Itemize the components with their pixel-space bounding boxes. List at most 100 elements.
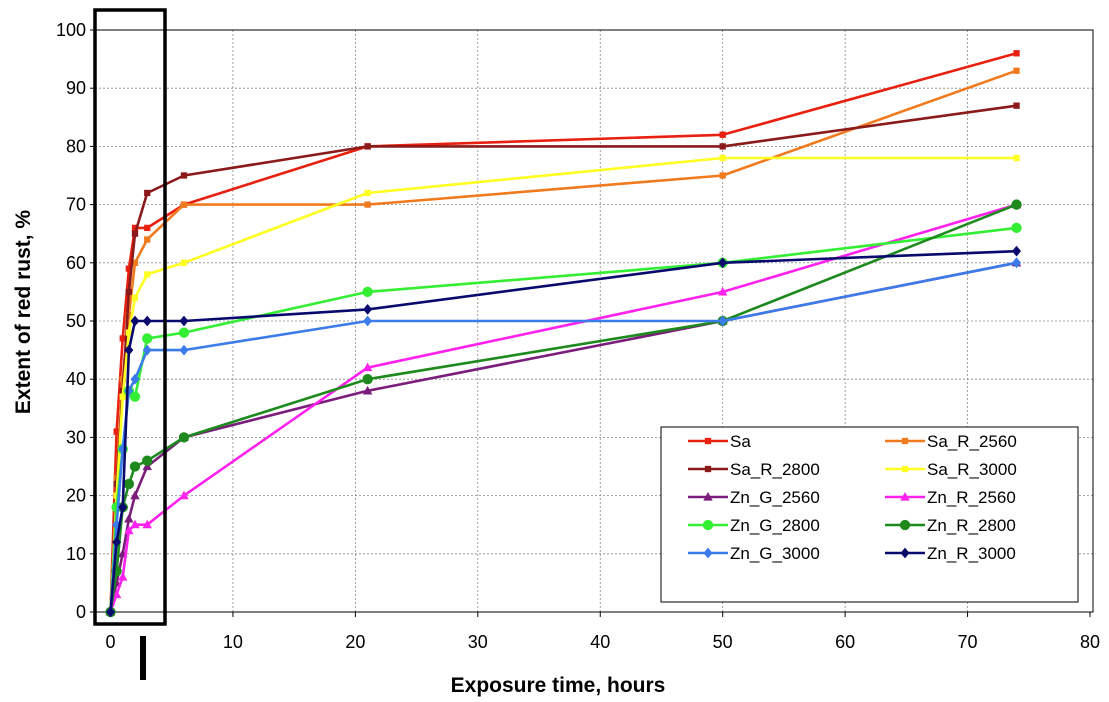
data-point <box>129 391 141 402</box>
data-point <box>363 303 373 315</box>
x-tick-label: 70 <box>958 632 978 652</box>
x-tick-label: 80 <box>1080 632 1100 652</box>
data-point <box>131 224 139 232</box>
data-point <box>719 131 726 138</box>
legend-swatch-marker <box>702 519 714 531</box>
y-tick-label: 0 <box>76 602 86 622</box>
y-tick-label: 60 <box>66 253 86 273</box>
data-point <box>131 259 139 266</box>
legend: Sa Sa_R_2560 Sa_R_2800 Sa_R_3000 Zn_G_2560 Zn… <box>660 426 1079 603</box>
legend-swatch-marker <box>703 492 713 501</box>
data-point <box>1012 257 1022 269</box>
legend-item: Sa_R_2800 <box>688 460 820 479</box>
legend-swatch-marker <box>900 492 910 501</box>
data-point <box>718 315 728 327</box>
data-point <box>113 428 120 435</box>
highlight-box <box>93 8 167 626</box>
data-point <box>362 286 373 298</box>
legend-swatch-marker <box>901 465 909 473</box>
x-tick-label: 10 <box>223 632 243 652</box>
legend-item: Zn_R_3000 <box>885 544 1016 563</box>
series-line <box>109 203 1017 613</box>
data-point <box>130 373 140 385</box>
data-point <box>125 312 133 319</box>
x-tick-label: 30 <box>468 632 488 652</box>
data-point <box>180 201 188 208</box>
y-tick-label: 10 <box>66 544 86 564</box>
data-point <box>112 536 122 548</box>
series-zn-r-2800 <box>105 199 1022 618</box>
y-tick-label: 90 <box>66 78 86 98</box>
data-point <box>142 519 152 529</box>
data-point <box>144 224 151 232</box>
data-point <box>719 172 726 179</box>
legend-label: Zn_G_2800 <box>730 516 820 535</box>
data-point <box>1011 222 1022 234</box>
legend-label: Sa <box>730 432 751 451</box>
data-point <box>142 344 152 356</box>
legend-label: Zn_G_3000 <box>730 544 820 563</box>
series-line <box>109 249 1017 613</box>
data-point <box>130 490 140 500</box>
y-tick-label: 70 <box>66 195 86 215</box>
data-point <box>124 344 134 356</box>
legend-label: Zn_R_2800 <box>927 516 1016 535</box>
y-tick-label: 100 <box>56 20 86 40</box>
y-axis-title: Extent of red rust, % <box>12 210 35 415</box>
data-point <box>111 589 122 599</box>
data-point <box>1013 102 1020 109</box>
data-point <box>179 344 189 356</box>
data-point <box>1012 245 1022 257</box>
data-point <box>719 154 726 162</box>
data-point <box>124 513 134 523</box>
x-tick-label: 40 <box>590 632 610 652</box>
series-line <box>109 261 1017 613</box>
data-point <box>718 257 728 269</box>
data-point <box>179 490 189 500</box>
data-point <box>144 189 151 197</box>
data-point <box>1011 199 1022 210</box>
data-point <box>364 143 371 150</box>
legend-swatch-marker <box>704 437 712 445</box>
x-tick-label: 20 <box>345 632 365 652</box>
data-point <box>125 265 133 272</box>
legend-label: Sa_R_3000 <box>927 460 1017 479</box>
legend-label: Zn_G_2560 <box>730 488 820 507</box>
data-point <box>178 327 190 338</box>
data-point <box>144 236 151 243</box>
data-point <box>124 525 134 535</box>
data-point <box>1013 154 1020 162</box>
legend-item: Sa_R_3000 <box>885 460 1017 479</box>
legend-swatch-marker <box>704 465 712 473</box>
data-point <box>179 315 189 327</box>
data-point <box>142 455 153 466</box>
data-point <box>180 259 188 266</box>
data-point <box>119 393 126 400</box>
series-zn-r-3000 <box>106 245 1022 618</box>
data-point <box>125 329 133 336</box>
y-tick-label: 50 <box>66 311 86 331</box>
series-line <box>109 203 1017 613</box>
legend-box <box>660 426 1079 603</box>
data-point <box>180 172 188 179</box>
data-point <box>119 335 126 342</box>
data-point <box>142 315 152 327</box>
series-line <box>109 52 1017 613</box>
legend-item: Zn_R_2800 <box>885 516 1016 535</box>
data-point <box>131 294 139 301</box>
data-point <box>363 315 373 327</box>
data-point <box>362 374 373 385</box>
legend-item: Sa_R_2560 <box>885 432 1017 451</box>
data-point <box>130 315 140 327</box>
legend-label: Zn_R_3000 <box>927 544 1016 563</box>
legend-swatch-marker <box>900 547 910 559</box>
y-tick-label: 40 <box>66 369 86 389</box>
data-point <box>142 333 153 344</box>
data-point <box>1013 50 1020 57</box>
legend-swatch-marker <box>901 437 909 445</box>
x-tick-label: 50 <box>713 632 733 652</box>
data-point <box>118 572 128 581</box>
data-point <box>144 271 151 278</box>
legend-label: Sa_R_2800 <box>730 460 820 479</box>
